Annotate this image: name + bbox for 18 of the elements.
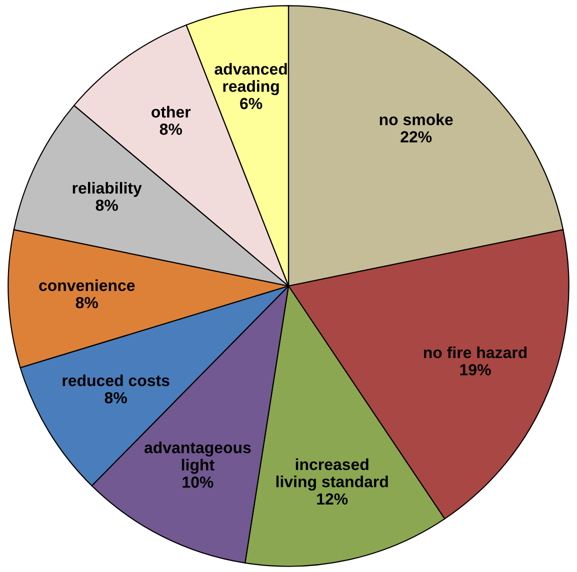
slice-label: reliability	[72, 182, 142, 197]
data-label: 8%	[96, 200, 118, 211]
data-label: 8%	[76, 296, 98, 308]
data-label: 8%	[160, 124, 182, 135]
slice-label: other	[152, 106, 191, 118]
slice-label: no fire hazard	[424, 346, 527, 358]
slice-label: no smoke	[380, 114, 453, 126]
slice-label: convenience	[39, 279, 135, 292]
data-label: 6%	[240, 98, 262, 110]
slice-label: advanced reading	[214, 62, 287, 96]
data-label: 22%	[400, 131, 432, 142]
data-label: 8%	[104, 392, 127, 404]
data-label: 12%	[317, 493, 348, 505]
slice-label: advantageous light	[144, 442, 251, 474]
data-label: 19%	[460, 364, 491, 376]
data-label: 10%	[182, 476, 214, 488]
slice-label: increased living standard	[276, 458, 388, 491]
slice-label: reduced costs	[62, 374, 170, 386]
